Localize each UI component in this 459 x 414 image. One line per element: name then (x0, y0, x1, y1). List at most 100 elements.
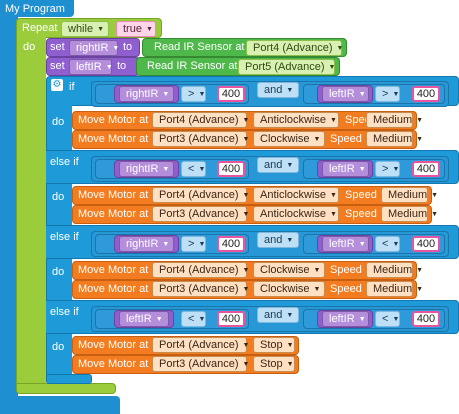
motor-speed-dropdown[interactable]: Medium ▼ (366, 262, 423, 278)
motor-direction-dropdown[interactable]: Anticlockwise ▼ (253, 112, 339, 128)
operator-dropdown[interactable]: > ▼ (181, 236, 206, 252)
chevron-down-icon: ▼ (313, 286, 321, 293)
variable-dropdown[interactable]: leftIR ▼ (119, 311, 169, 327)
motor-direction-dropdown[interactable]: Clockwise ▼ (253, 281, 325, 297)
variable-dropdown[interactable]: rightIR ▼ (119, 161, 174, 177)
number-input[interactable]: 400 (217, 311, 245, 327)
gear-icon[interactable]: ⚙ (51, 79, 63, 91)
motor-speed-dropdown[interactable]: Medium ▼ (381, 187, 438, 203)
if-label: if (69, 81, 75, 93)
read-ir-sensor-label: Read IR Sensor at (147, 60, 238, 72)
number-input[interactable]: 400 (217, 236, 245, 252)
logic-dropdown[interactable]: and ▼ (257, 307, 299, 323)
sensor-port-dropdown[interactable]: Port4 (Advance) ▼ (246, 40, 344, 56)
motor-speed-dropdown[interactable]: Medium ▼ (366, 281, 423, 297)
operator-dropdown[interactable]: < ▼ (181, 161, 206, 177)
chevron-down-icon: ▼ (313, 136, 321, 143)
variable-dropdown[interactable]: leftIR ▼ (322, 161, 369, 177)
chevron-down-icon: ▼ (336, 45, 344, 52)
set-variable-dropdown[interactable]: leftIR ▼ (69, 59, 113, 75)
motor-direction-dropdown[interactable]: Anticlockwise ▼ (253, 187, 339, 203)
speed-label: Speed (345, 208, 377, 220)
set-label: set (50, 60, 65, 72)
chevron-down-icon: ▼ (242, 136, 250, 143)
motor-speed-dropdown[interactable]: Medium ▼ (366, 131, 423, 147)
motor-port-dropdown[interactable]: Port3 (Advance) ▼ (152, 356, 250, 372)
move-motor-label: Move Motor at (78, 264, 149, 276)
read-ir-sensor-label: Read IR Sensor at (154, 41, 245, 53)
variable-dropdown[interactable]: leftIR ▼ (322, 311, 369, 327)
variable-dropdown[interactable]: leftIR ▼ (322, 236, 369, 252)
chevron-down-icon: ▼ (416, 267, 424, 274)
number-input[interactable]: 400 (412, 161, 440, 177)
move-motor-label: Move Motor at (78, 283, 149, 295)
operator-dropdown[interactable]: < ▼ (375, 311, 400, 327)
chevron-down-icon: ▼ (392, 241, 400, 248)
motor-direction-dropdown[interactable]: Anticlockwise ▼ (253, 206, 339, 222)
number-input[interactable]: 400 (217, 161, 245, 177)
motor-port-dropdown[interactable]: Port4 (Advance) ▼ (152, 262, 249, 278)
do-label: do (52, 341, 65, 353)
variable-dropdown[interactable]: rightIR ▼ (119, 86, 174, 102)
chevron-down-icon: ▼ (286, 361, 294, 368)
variable-dropdown[interactable]: leftIR ▼ (322, 86, 369, 102)
number-input[interactable]: 400 (412, 86, 440, 102)
operator-dropdown[interactable]: > ▼ (375, 161, 400, 177)
move-motor-label: Move Motor at (78, 133, 149, 145)
chevron-down-icon: ▼ (330, 192, 337, 199)
set-variable-dropdown[interactable]: rightIR ▼ (69, 40, 119, 56)
else-if-label: else if (50, 231, 79, 243)
operator-dropdown[interactable]: > ▼ (181, 86, 206, 102)
chevron-down-icon: ▼ (358, 241, 366, 248)
motor-direction-dropdown[interactable]: Clockwise ▼ (253, 131, 325, 147)
number-input[interactable]: 400 (217, 86, 245, 102)
chevron-down-icon: ▼ (286, 312, 294, 319)
motor-direction-dropdown[interactable]: Stop ▼ (253, 337, 295, 353)
speed-label: Speed (345, 189, 377, 201)
speed-label: Speed (330, 264, 362, 276)
operator-dropdown[interactable]: > ▼ (375, 86, 400, 102)
repeat-condition-dropdown[interactable]: true ▼ (116, 21, 156, 37)
do-label: do (52, 266, 65, 278)
repeat-do-label: do (23, 41, 36, 53)
program-bottom (0, 396, 120, 414)
sensor-port-dropdown[interactable]: Port5 (Advance) ▼ (238, 59, 335, 75)
logic-dropdown[interactable]: and ▼ (257, 82, 299, 98)
speed-label: Speed (330, 133, 362, 145)
motor-port-dropdown[interactable]: Port3 (Advance) ▼ (152, 206, 250, 222)
chevron-down-icon: ▼ (242, 117, 250, 124)
motor-port-dropdown[interactable]: Port4 (Advance) ▼ (152, 337, 249, 353)
motor-direction-dropdown[interactable]: Clockwise ▼ (253, 262, 325, 278)
move-motor-label: Move Motor at (78, 189, 149, 201)
motor-port-dropdown[interactable]: Port3 (Advance) ▼ (152, 281, 249, 297)
repeat-mode-dropdown[interactable]: while ▼ (61, 21, 109, 37)
chevron-down-icon: ▼ (358, 166, 366, 173)
chevron-down-icon: ▼ (358, 91, 366, 98)
operator-dropdown[interactable]: < ▼ (181, 311, 206, 327)
motor-port-dropdown[interactable]: Port3 (Advance) ▼ (152, 131, 250, 147)
chevron-down-icon: ▼ (286, 87, 294, 94)
chevron-down-icon: ▼ (313, 267, 321, 274)
logic-dropdown[interactable]: and ▼ (257, 232, 299, 248)
chevron-down-icon: ▼ (431, 192, 439, 199)
number-input[interactable]: 400 (412, 236, 440, 252)
chevron-down-icon: ▼ (286, 342, 294, 349)
chevron-down-icon: ▼ (330, 117, 337, 124)
motor-port-dropdown[interactable]: Port4 (Advance) ▼ (152, 187, 249, 203)
motor-port-dropdown[interactable]: Port4 (Advance) ▼ (152, 112, 250, 128)
motor-speed-dropdown[interactable]: Medium ▼ (381, 206, 438, 222)
variable-dropdown[interactable]: rightIR ▼ (119, 236, 174, 252)
chevron-down-icon: ▼ (416, 286, 424, 293)
chevron-down-icon: ▼ (155, 316, 163, 323)
chevron-down-icon: ▼ (392, 91, 400, 98)
chevron-down-icon: ▼ (242, 361, 250, 368)
motor-speed-dropdown[interactable]: Medium ▼ (366, 112, 423, 128)
chevron-down-icon: ▼ (145, 26, 153, 33)
logic-dropdown[interactable]: and ▼ (257, 157, 299, 173)
program-block (0, 0, 18, 414)
chevron-down-icon: ▼ (242, 211, 250, 218)
number-input[interactable]: 400 (412, 311, 440, 327)
else-if-label: else if (50, 306, 79, 318)
motor-direction-dropdown[interactable]: Stop ▼ (253, 356, 295, 372)
operator-dropdown[interactable]: < ▼ (375, 236, 400, 252)
